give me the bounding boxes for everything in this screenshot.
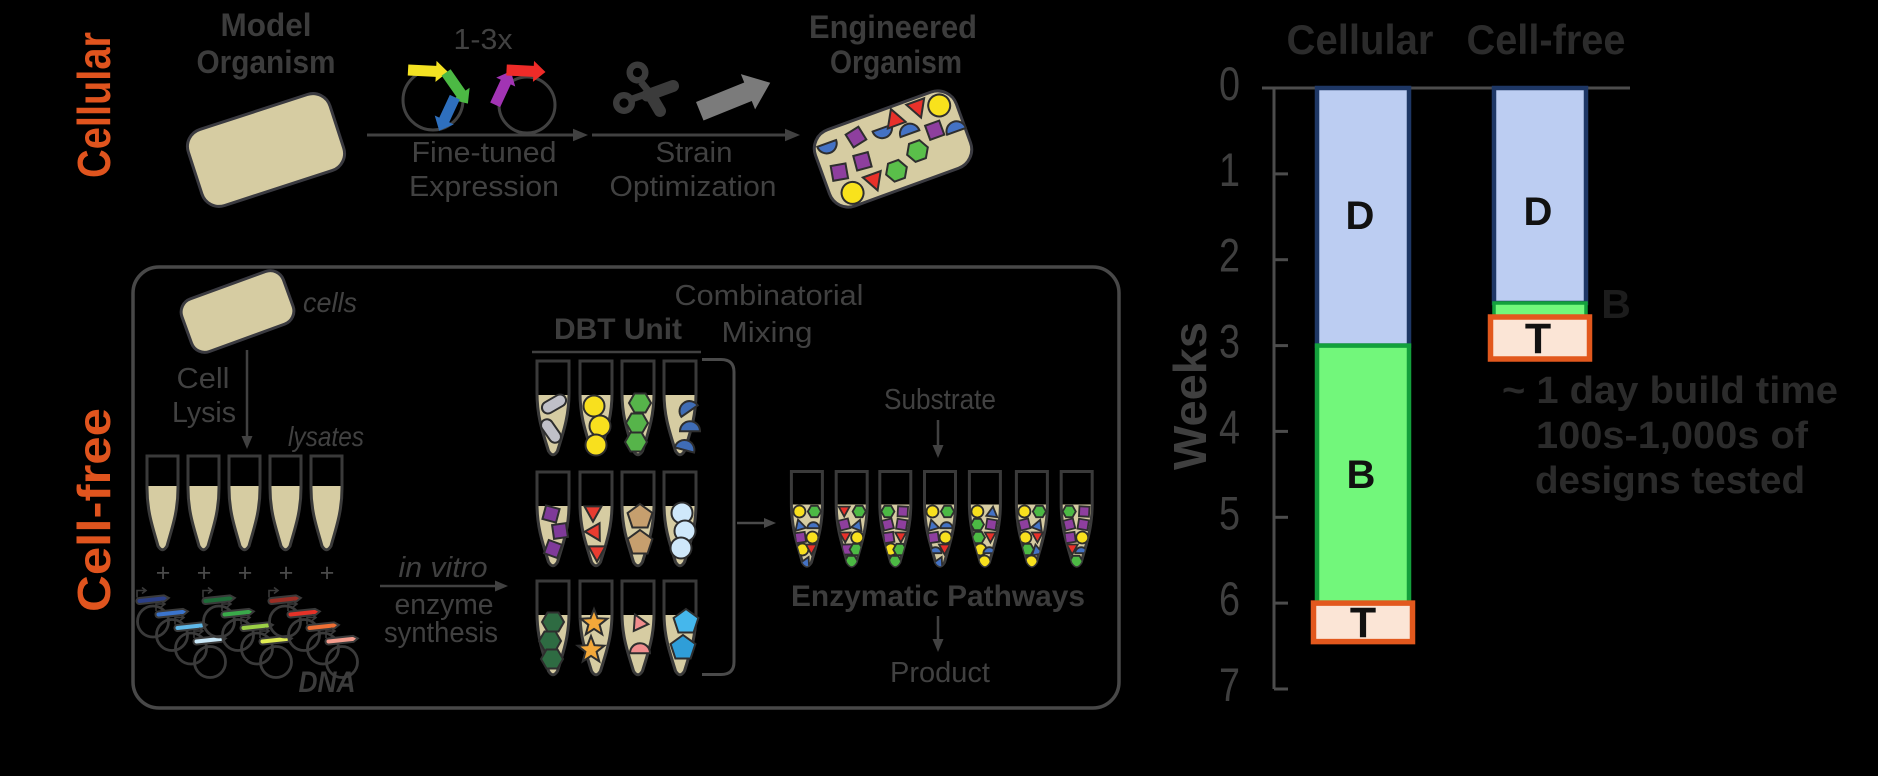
svg-text:1-3x: 1-3x [454, 24, 514, 56]
svg-text:6: 6 [1219, 572, 1240, 625]
svg-text:Model: Model [221, 7, 312, 43]
svg-text:2: 2 [1219, 229, 1240, 282]
svg-text:lysates: lysates [288, 421, 364, 452]
svg-text:Cell-free: Cell-free [1467, 16, 1626, 63]
svg-text:T: T [1350, 599, 1376, 647]
svg-text:+: + [238, 559, 253, 587]
svg-text:~ 1 day build time: ~ 1 day build time [1502, 370, 1838, 412]
svg-text:4: 4 [1219, 400, 1240, 453]
svg-text:DNA: DNA [299, 666, 356, 699]
svg-text:Combinatorial: Combinatorial [675, 280, 864, 312]
svg-text:100s-1,000s of: 100s-1,000s of [1536, 415, 1808, 457]
svg-text:Cellular: Cellular [68, 32, 120, 178]
svg-text:DBT Unit: DBT Unit [554, 313, 682, 346]
svg-text:Cell-free: Cell-free [68, 408, 120, 612]
svg-text:cells: cells [303, 287, 357, 318]
svg-text:synthesis: synthesis [384, 617, 498, 649]
svg-text:Organism: Organism [830, 44, 962, 80]
svg-text:Strain: Strain [656, 137, 733, 169]
svg-text:Optimization: Optimization [610, 171, 777, 203]
svg-text:enzyme: enzyme [395, 589, 494, 621]
svg-text:Expression: Expression [409, 171, 559, 203]
svg-text:D: D [1524, 190, 1553, 234]
svg-text:+: + [320, 559, 335, 587]
svg-text:Cellular: Cellular [1287, 16, 1434, 63]
svg-text:designs tested: designs tested [1535, 460, 1805, 502]
svg-text:Substrate: Substrate [884, 384, 996, 416]
svg-text:Fine-tuned: Fine-tuned [412, 137, 557, 169]
svg-text:Organism: Organism [197, 44, 336, 80]
svg-text:D: D [1346, 194, 1375, 238]
svg-text:T: T [1525, 315, 1551, 363]
svg-text:Weeks: Weeks [1164, 322, 1216, 470]
svg-text:7: 7 [1219, 658, 1240, 711]
svg-text:in vitro: in vitro [399, 552, 488, 584]
svg-text:+: + [156, 559, 171, 587]
svg-text:Engineered: Engineered [809, 9, 977, 45]
svg-text:+: + [279, 559, 294, 587]
svg-text:Lysis: Lysis [172, 397, 236, 429]
svg-text:Product: Product [890, 657, 990, 689]
svg-text:1: 1 [1219, 143, 1240, 196]
svg-text:0: 0 [1219, 57, 1240, 110]
svg-text:Enzymatic Pathways: Enzymatic Pathways [791, 580, 1085, 613]
svg-text:+: + [197, 559, 212, 587]
svg-text:Cell: Cell [177, 363, 230, 395]
svg-text:B: B [1347, 453, 1376, 497]
svg-text:5: 5 [1219, 486, 1240, 539]
svg-text:B: B [1601, 281, 1631, 327]
svg-text:3: 3 [1219, 315, 1240, 368]
svg-text:Mixing: Mixing [722, 317, 813, 349]
